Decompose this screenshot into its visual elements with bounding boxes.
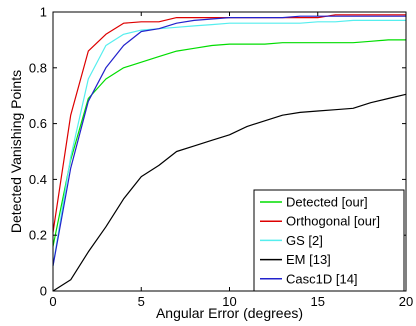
legend-label-3: EM [13] (286, 252, 331, 267)
y-tick-label: 0.8 (29, 60, 47, 75)
y-axis-label: Detected Vanishing Points (8, 70, 24, 233)
ticks-layer: 0 5 10 15 20 0 0.2 0.4 0.6 0.8 1 (29, 5, 413, 310)
series-line-2 (52, 19, 406, 266)
x-tick-label: 20 (399, 294, 413, 309)
series-line-0 (52, 39, 406, 247)
legend-label-1: Orthogonal [our] (286, 214, 380, 229)
y-tick-label: 0.4 (29, 172, 47, 187)
x-tick-label: 0 (49, 294, 56, 309)
x-tick-label: 10 (222, 294, 236, 309)
legend-label-2: GS [2] (286, 233, 323, 248)
legend-label-0: Detected [our] (286, 195, 368, 210)
x-tick-label: 15 (311, 294, 325, 309)
y-tick-label: 0.6 (29, 116, 47, 131)
legend: Detected [our] Orthogonal [our] GS [2] EM [… (253, 189, 405, 292)
x-axis-label: Angular Error (degrees) (156, 305, 303, 321)
legend-label-4: Casc1D [14] (286, 271, 358, 286)
y-tick-label: 0 (40, 284, 47, 299)
y-tick-label: 1 (40, 5, 47, 20)
x-tick-label: 5 (138, 294, 145, 309)
legend-items: Detected [our] Orthogonal [our] GS [2] EM [… (260, 195, 380, 286)
y-tick-label: 0.2 (29, 228, 47, 243)
series-line-4 (52, 15, 406, 267)
series-line-3 (52, 93, 407, 292)
series-layer (52, 14, 407, 292)
